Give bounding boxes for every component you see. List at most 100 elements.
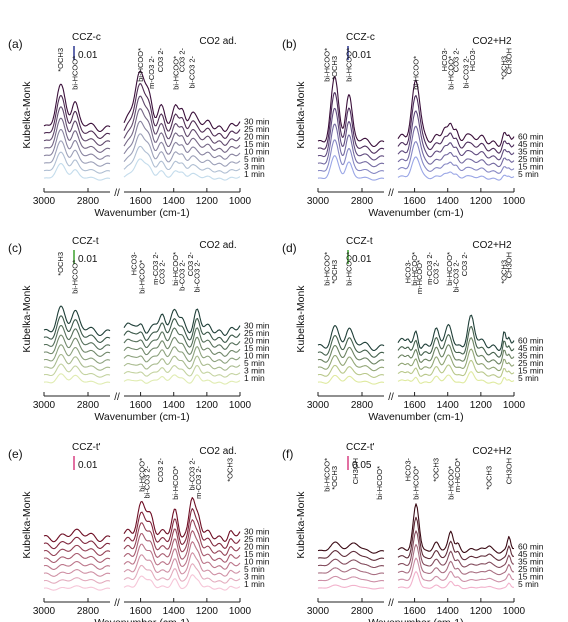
spectrum-15-min-seg2 xyxy=(123,530,241,563)
scale-bar-label: 0.01 xyxy=(352,254,372,265)
peak-label: *OCH3 xyxy=(330,466,339,490)
panel-letter: (f) xyxy=(282,447,293,461)
spectrum-60-min-seg1 xyxy=(317,325,385,352)
time-label: 1 min xyxy=(244,579,265,589)
catalyst-name: CCZ-c xyxy=(72,32,101,43)
condition-label: CO2+H2 xyxy=(472,446,512,457)
time-label: 25 min xyxy=(244,534,270,544)
x-tick-label: 2800 xyxy=(77,196,100,207)
spectrum-15-min-seg2 xyxy=(123,108,241,153)
axis-break-mark: // xyxy=(388,598,394,609)
spectrum-25-min-seg2 xyxy=(123,317,241,343)
spectrum-30-min-seg1 xyxy=(43,305,111,337)
time-label: 3 min xyxy=(244,572,265,582)
time-label: 25 min xyxy=(244,124,270,134)
time-label: 45 min xyxy=(518,549,544,559)
peak-label: m-HCOO* xyxy=(415,260,424,294)
spectrum-5-min-seg1 xyxy=(317,374,385,385)
spectrum-25-min-seg1 xyxy=(317,123,385,168)
time-label: 10 min xyxy=(244,557,270,567)
scale-bar-label: 0.01 xyxy=(78,254,98,265)
peak-label: bi-HCOO* xyxy=(171,466,180,500)
condition-label: CO2+H2 xyxy=(472,240,512,251)
spectrum-15-min-seg2 xyxy=(123,336,241,357)
peak-label: bi-HCOO* xyxy=(344,252,353,286)
condition-label: CO2 ad. xyxy=(199,240,236,251)
spectrum-45-min-seg1 xyxy=(317,335,385,358)
x-tick-label: 3000 xyxy=(307,196,330,207)
peak-label: b-CO3 2- xyxy=(178,259,187,290)
peak-label: bi-HCOO* xyxy=(322,48,331,82)
spectrum-10-min-seg2 xyxy=(123,120,241,160)
spectrum-45-min-seg1 xyxy=(317,92,385,154)
x-tick-label: 1400 xyxy=(437,606,460,617)
peak-label: CO3 2- xyxy=(432,260,441,285)
x-tick-label: 3000 xyxy=(33,606,56,617)
spectrum-60-min-seg2 xyxy=(397,79,515,147)
spectrum-1-min-seg2 xyxy=(123,374,241,385)
time-label: 15 min xyxy=(518,572,544,582)
x-tick-label: 2800 xyxy=(351,606,374,617)
spectrum-5-min-seg2 xyxy=(123,133,241,167)
spectrum-1-min-seg1 xyxy=(43,162,111,181)
spectrum-15-min-seg1 xyxy=(43,552,111,564)
x-tick-label: 1400 xyxy=(437,400,460,411)
axis-break-mark: // xyxy=(114,598,120,609)
axis-break-mark: // xyxy=(114,188,120,199)
time-label: 45 min xyxy=(518,139,544,149)
peak-label: m-CO3 2- xyxy=(194,466,203,499)
spectrum-10-min-seg1 xyxy=(43,344,111,364)
time-label: 60 min xyxy=(518,542,544,552)
peak-label: *OCH3 xyxy=(500,56,509,80)
spectrum-25-min-seg1 xyxy=(43,536,111,550)
peak-label: bi-CO3 2- xyxy=(461,56,470,89)
spectrum-5-min-seg1 xyxy=(43,353,111,371)
peak-label: HCO3- xyxy=(440,48,449,72)
peak-label: bi-HCOO* xyxy=(410,252,419,286)
x-tick-label: 1600 xyxy=(129,196,152,207)
spectrum-35-min-seg2 xyxy=(397,110,515,161)
catalyst-name: CCZ-t xyxy=(72,236,99,247)
peak-label: bi-CO3 2- xyxy=(187,458,196,491)
spectrum-15-min-seg1 xyxy=(43,334,111,357)
panel-letter: (c) xyxy=(8,241,22,255)
time-label: 45 min xyxy=(518,343,544,353)
peak-label: *OCH3 xyxy=(330,260,339,284)
spectrum-10-min-seg2 xyxy=(123,541,241,570)
x-tick-label: 1000 xyxy=(503,606,526,617)
peak-label: HCO3- xyxy=(129,252,138,276)
peak-label: bi-HCOO* xyxy=(138,458,147,492)
spectrum-45-min-seg2 xyxy=(397,94,515,154)
peak-label: bi-HCOO* xyxy=(138,260,147,294)
x-tick-label: 1400 xyxy=(163,196,186,207)
time-label: 60 min xyxy=(518,132,544,142)
panel-letter: (d) xyxy=(282,241,297,255)
time-label: 3 min xyxy=(244,162,265,172)
time-label: 60 min xyxy=(518,336,544,346)
time-label: 35 min xyxy=(518,557,544,567)
time-label: 5 min xyxy=(244,154,265,164)
peak-label: bi-HCOO* xyxy=(70,260,79,294)
x-tick-label: 1400 xyxy=(163,400,186,411)
peak-label: HCO3- xyxy=(403,260,412,284)
x-tick-label: 1000 xyxy=(503,400,526,411)
spectrum-20-min-seg2 xyxy=(123,327,241,350)
spectrum-20-min-seg1 xyxy=(43,544,111,557)
x-tick-label: 2800 xyxy=(77,400,100,411)
time-label: 25 min xyxy=(518,154,544,164)
peak-label: CO3 2- xyxy=(186,252,195,277)
panel-letter: (b) xyxy=(282,37,297,51)
y-axis-title: Kubelka-Monk xyxy=(21,81,33,149)
spectrum-30-min-seg2 xyxy=(123,70,241,132)
time-label: 35 min xyxy=(518,351,544,361)
spectrum-10-min-seg1 xyxy=(43,561,111,570)
condition-label: CO2 ad. xyxy=(199,446,236,457)
peak-label: bi-CO3 2- xyxy=(192,260,201,293)
time-label: 3 min xyxy=(244,366,265,376)
peak-label: HCO3- xyxy=(403,458,412,482)
spectrum-15-min-seg1 xyxy=(317,364,385,378)
x-tick-label: 1200 xyxy=(470,196,493,207)
spectrum-25-min-seg2 xyxy=(397,348,515,372)
spectrum-10-min-seg2 xyxy=(123,346,241,364)
